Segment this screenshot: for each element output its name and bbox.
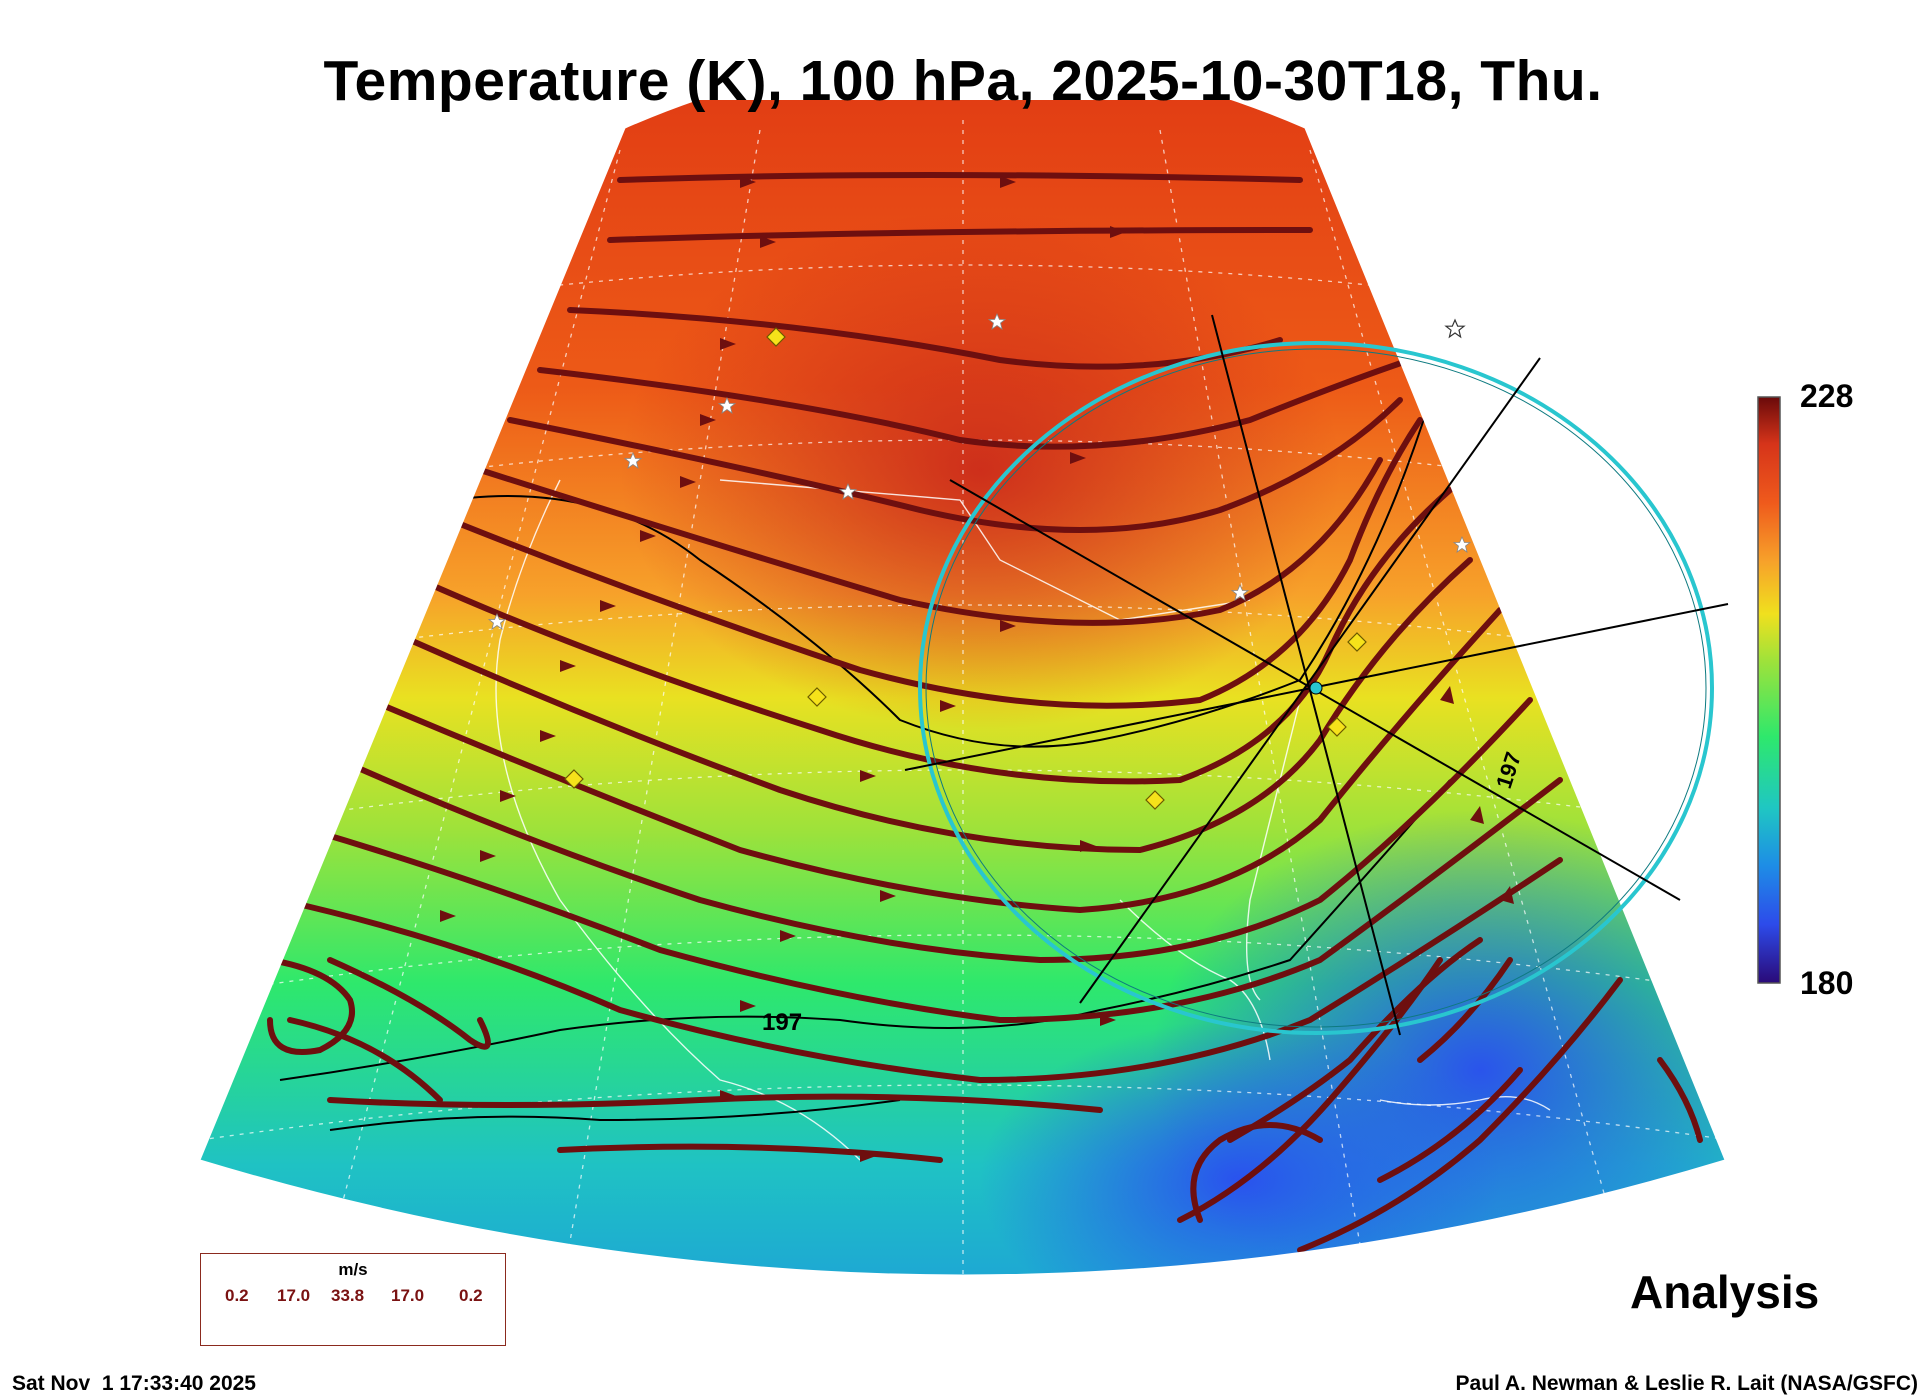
star-marker [1452,535,1472,553]
diamond-marker [1145,790,1165,810]
vortex-ring [904,314,1729,1036]
diamond-marker [766,327,786,347]
contour-lines [279,399,1451,1131]
diamond-marker [564,769,584,789]
star-marker-outside [1444,318,1466,339]
map-outline [199,53,1726,1276]
legend-value-4: 17.0 [391,1286,425,1305]
diamond-marker [1327,717,1347,737]
diamond-marker [1347,632,1367,652]
map-title: Temperature (K), 100 hPa, 2025-10-30T18,… [323,49,1603,113]
station-stars [487,312,1472,630]
temperature-field [200,100,1725,1275]
contour-labels: 197 197 [762,749,1526,1036]
legend-value-5: 0.2 [459,1286,483,1305]
star-marker [1230,583,1250,601]
star-marker [838,482,858,500]
legend-value-2: 17.0 [277,1286,311,1305]
legend-value-1: 0.2 [225,1286,249,1305]
diamond-marker [807,687,827,707]
legend-unit: m/s [338,1260,368,1279]
colorbar-min-label: 180 [1800,965,1854,1001]
stream-arrows [440,176,1514,1162]
footer-date: Sat Nov 1 17:33:40 2025 [12,1372,256,1395]
star-marker [487,612,507,630]
legend-value-3: 33.8 [331,1286,365,1305]
colorbar-max-label: 228 [1800,378,1854,414]
contour-label-197-west: 197 [762,1009,802,1036]
star-marker [717,396,737,414]
station-diamonds [564,327,1367,810]
footer-credit: Paul A. Newman & Leslie R. Lait (NASA/GS… [1455,1372,1918,1395]
star-marker [987,312,1007,330]
streamlines [267,172,1703,1253]
colorbar [1757,396,1781,984]
wind-speed-legend: m/s 0.2 17.0 33.8 17.0 0.2 [200,1253,506,1346]
star-marker [623,451,643,469]
coastlines [495,479,1551,1161]
analysis-label: Analysis [1630,1266,1820,1318]
